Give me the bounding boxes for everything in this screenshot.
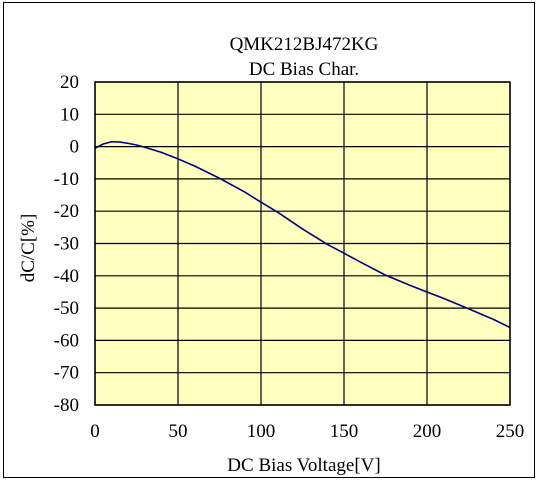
x-tick-label: 100 [247,421,276,442]
chart-frame: QMK212BJ472KG DC Bias Char. 20 10 0 -10 -20-… [3,2,535,478]
y-tick-label: -10 [54,169,79,190]
x-tick-labels: 0 50 100 150 200 250 [90,421,524,442]
dc-bias-chart: QMK212BJ472KG DC Bias Char. 20100-10-20-… [18,34,524,476]
series-line [94,140,511,329]
y-tick-label: 20 [60,72,79,93]
x-tick-label: 200 [413,421,442,442]
y-tick-label: -60 [54,330,79,351]
y-tick-label: -80 [54,395,79,416]
y-tick-label: 0 [70,137,80,158]
plot-border [94,81,511,406]
y-tick-labels: 20 10 0 -10 -20 -30 -40 -50 -60 -70 -80 [54,72,79,416]
x-tick-label: 250 [496,421,525,442]
x-axis-label: DC Bias Voltage[V] [227,455,380,476]
chart-title: QMK212BJ472KG [230,34,379,55]
series-group [94,140,511,329]
y-tick-label: -70 [54,363,79,384]
y-tick-label: -30 [54,234,79,255]
y-tick-label: -50 [54,298,79,319]
x-tick-label: 50 [169,421,188,442]
x-tick-label: 150 [330,421,359,442]
y-axis-label: dC/C[%] [18,214,39,283]
y-tick-label: -40 [54,266,79,287]
y-tick-label: 10 [60,104,79,125]
y-tick-label: -20 [54,201,79,222]
grid-lines [94,81,511,406]
chart-subtitle: DC Bias Char. [249,59,359,80]
x-tick-label: 0 [90,421,100,442]
